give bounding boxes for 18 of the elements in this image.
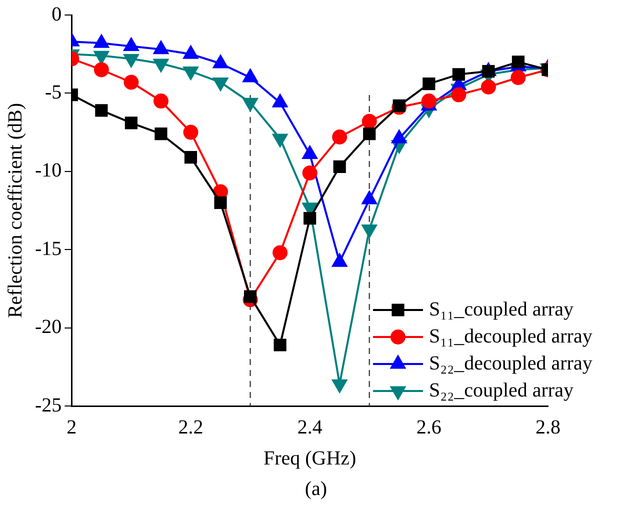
y-tick-label: -15 xyxy=(34,238,62,260)
x-tick-label: 2.4 xyxy=(297,416,322,438)
x-tick-label: 2.2 xyxy=(178,416,204,438)
y-tick-label: -25 xyxy=(34,394,62,416)
y-tick-label: -10 xyxy=(34,160,62,182)
legend-label: S₂₂_coupled array xyxy=(429,379,574,402)
y-tick-label: -5 xyxy=(44,81,62,104)
legend-label: S₁₁_decoupled array xyxy=(429,325,592,348)
legend-label: S₂₂_decoupled array xyxy=(429,352,592,374)
legend-label: S₁₁_coupled array xyxy=(429,298,574,320)
y-axis-title: Reflection coefficient (dB) xyxy=(4,102,26,318)
text: (a) xyxy=(304,478,328,501)
x-tick-label: 2.8 xyxy=(536,416,560,438)
x-tick-label: 2 xyxy=(66,416,77,438)
x-axis-title: Freq (GHz) xyxy=(263,447,356,470)
y-tick-label: 0 xyxy=(52,3,62,26)
y-tick-label: -20 xyxy=(34,316,62,338)
x-tick-label: 2.6 xyxy=(416,416,442,438)
